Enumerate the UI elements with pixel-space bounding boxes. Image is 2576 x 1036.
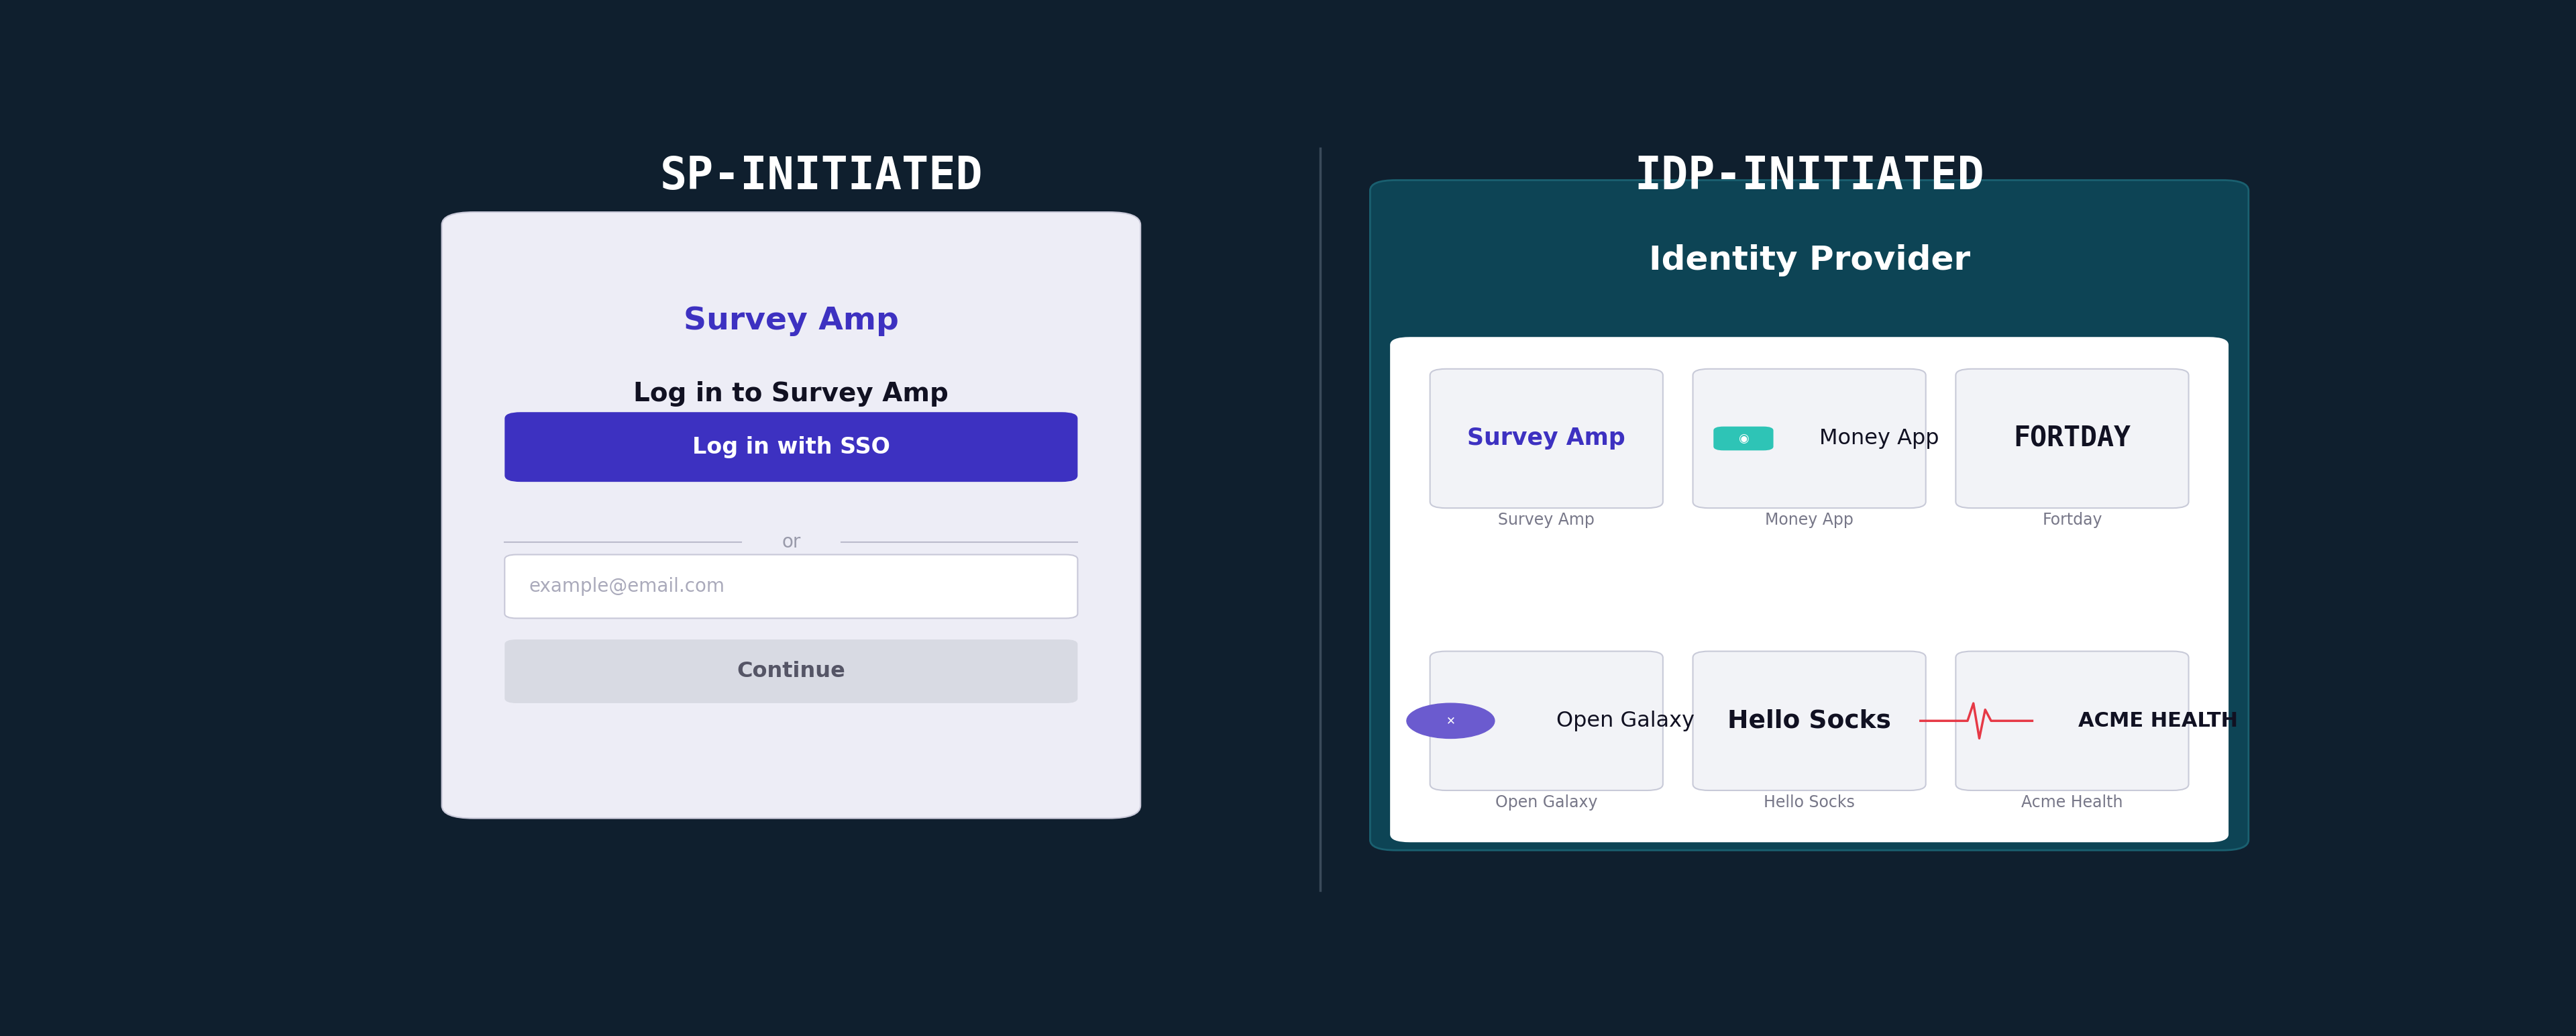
Text: SP-INITIATED: SP-INITIATED — [659, 154, 981, 198]
FancyBboxPatch shape — [1713, 427, 1772, 451]
Text: example@email.com: example@email.com — [528, 577, 724, 596]
Text: Identity Provider: Identity Provider — [1649, 244, 1971, 277]
FancyBboxPatch shape — [1370, 180, 2249, 851]
FancyBboxPatch shape — [1391, 337, 2228, 842]
FancyBboxPatch shape — [1430, 652, 1664, 790]
FancyBboxPatch shape — [1692, 369, 1927, 508]
FancyBboxPatch shape — [505, 639, 1077, 703]
Text: or: or — [781, 534, 801, 552]
Text: Continue: Continue — [737, 661, 845, 682]
Text: Log in with SSO: Log in with SSO — [693, 436, 891, 458]
Text: Hello Socks: Hello Socks — [1728, 709, 1891, 732]
Text: Survey Amp: Survey Amp — [1468, 427, 1625, 450]
Text: FORTDAY: FORTDAY — [2014, 425, 2130, 453]
Text: Acme Health: Acme Health — [2022, 795, 2123, 810]
Circle shape — [1406, 703, 1494, 739]
FancyBboxPatch shape — [1430, 369, 1664, 508]
Text: Survey Amp: Survey Amp — [1499, 512, 1595, 528]
FancyBboxPatch shape — [1955, 369, 2190, 508]
Text: ACME HEALTH: ACME HEALTH — [2079, 711, 2239, 730]
Text: Survey Amp: Survey Amp — [683, 306, 899, 337]
Text: IDP-INITIATED: IDP-INITIATED — [1633, 154, 1984, 198]
Text: Open Galaxy: Open Galaxy — [1556, 711, 1695, 731]
Text: Fortday: Fortday — [2043, 512, 2102, 528]
FancyBboxPatch shape — [1955, 652, 2190, 790]
Text: ◉: ◉ — [1739, 432, 1749, 444]
Text: Log in to Survey Amp: Log in to Survey Amp — [634, 381, 948, 407]
FancyBboxPatch shape — [1692, 652, 1927, 790]
Text: Open Galaxy: Open Galaxy — [1494, 795, 1597, 810]
Text: Money App: Money App — [1819, 428, 1940, 449]
Text: ✕: ✕ — [1445, 715, 1455, 727]
FancyBboxPatch shape — [505, 554, 1077, 618]
Text: Hello Socks: Hello Socks — [1765, 795, 1855, 810]
FancyBboxPatch shape — [443, 212, 1141, 818]
FancyBboxPatch shape — [505, 412, 1077, 482]
Text: Money App: Money App — [1765, 512, 1855, 528]
